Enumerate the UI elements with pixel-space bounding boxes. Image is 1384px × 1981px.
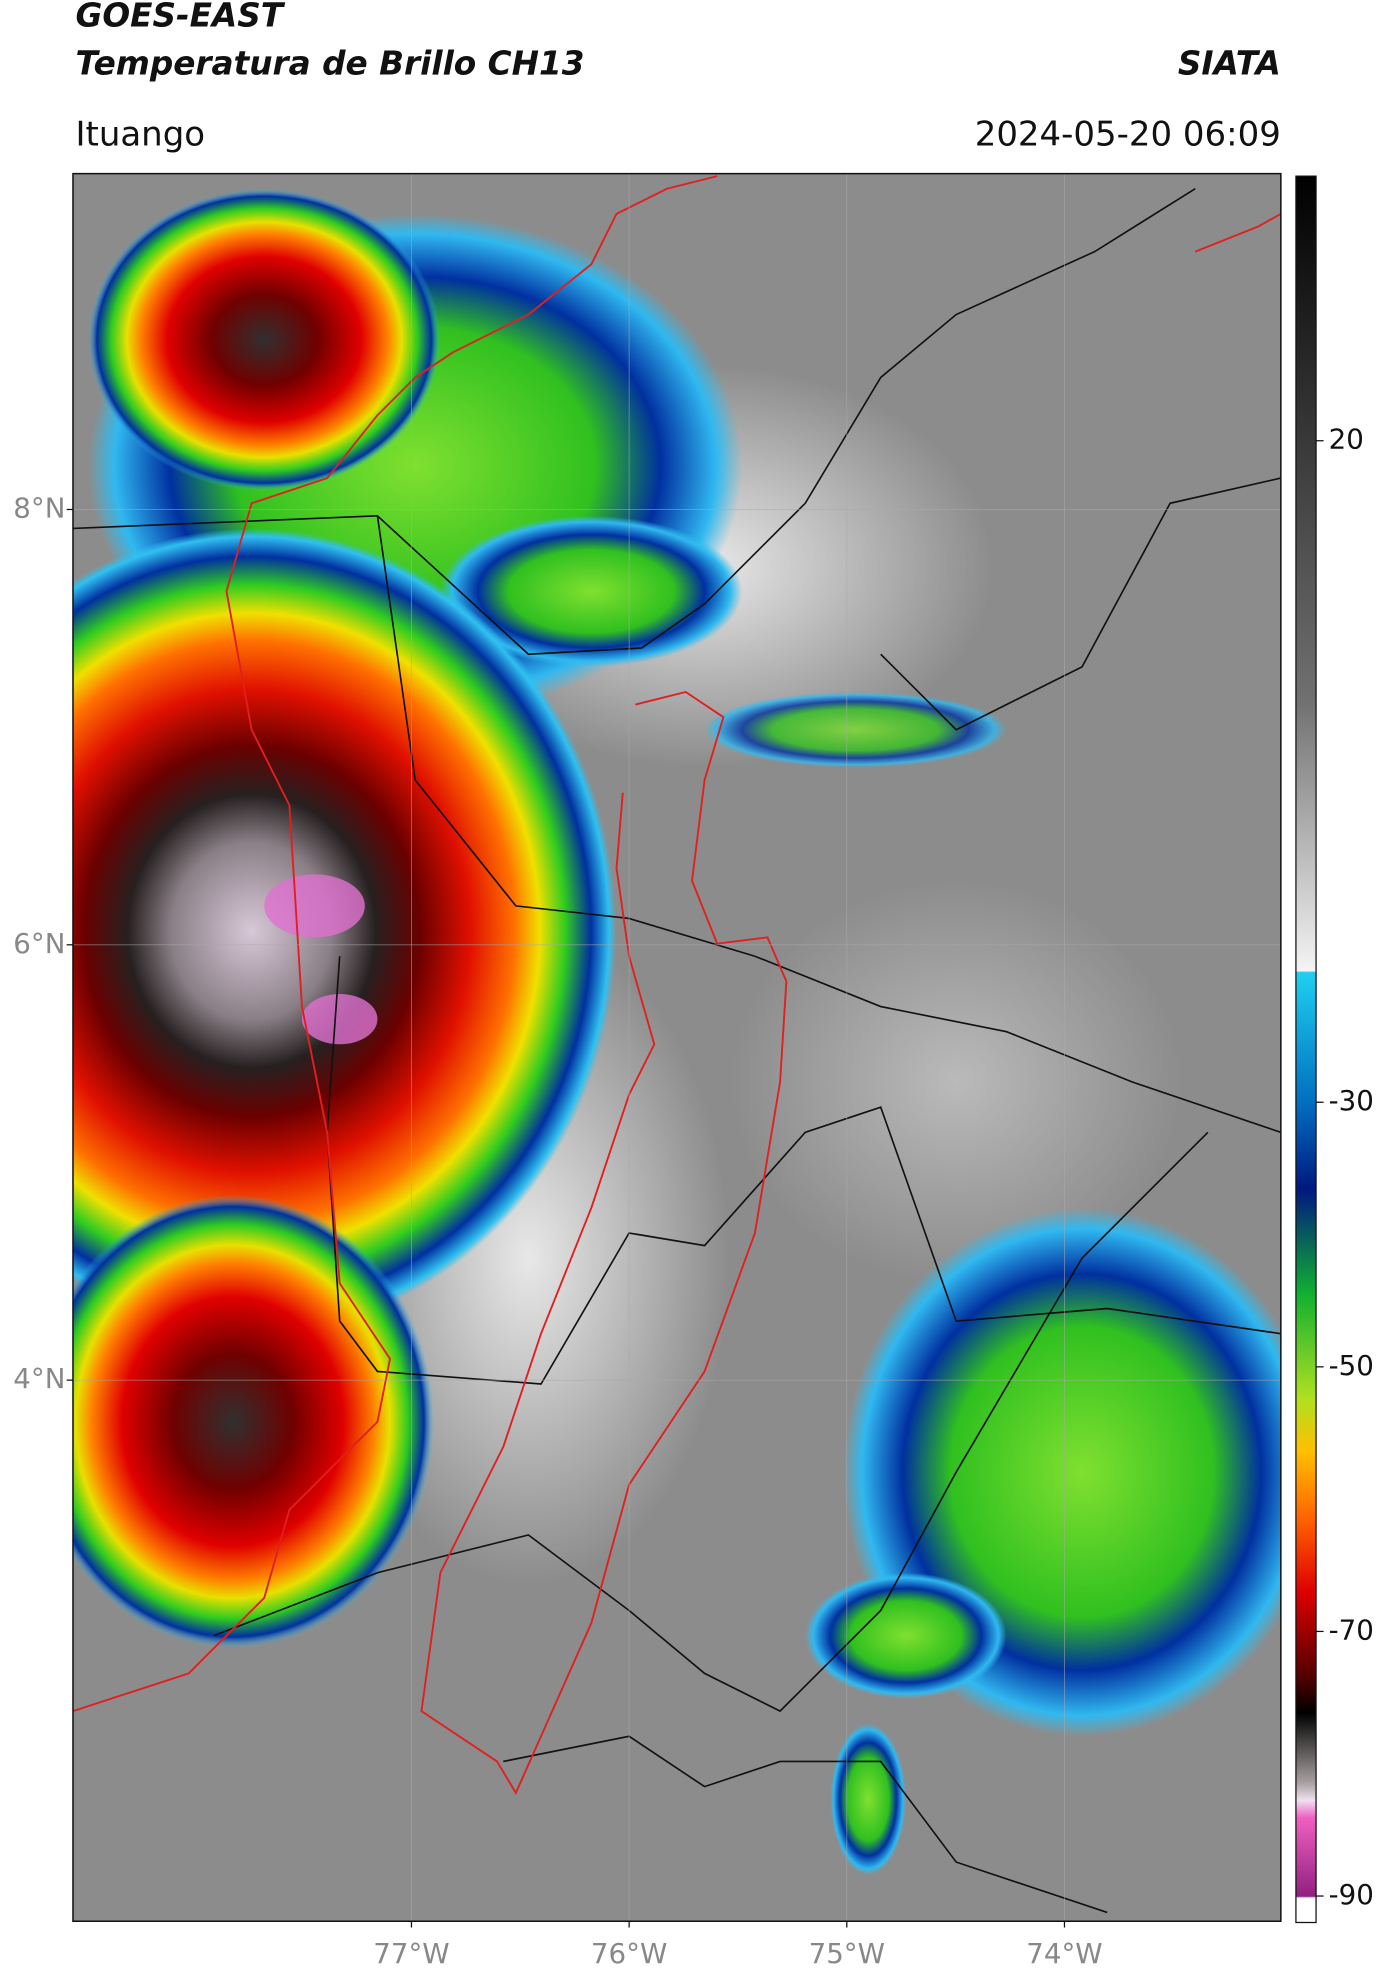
coastline bbox=[1194, 213, 1281, 253]
storm bbox=[830, 1723, 906, 1875]
colorbar-label: -90 bbox=[1329, 1878, 1374, 1911]
lat-label: 8°N bbox=[13, 491, 65, 524]
border bbox=[376, 515, 1281, 1134]
lat-label: 4°N bbox=[13, 1362, 65, 1395]
subtitle: Temperatura de Brillo CH13 bbox=[75, 44, 584, 82]
storm bbox=[440, 515, 743, 667]
source: SIATA bbox=[1178, 44, 1281, 82]
colorbar bbox=[1295, 175, 1317, 1924]
border bbox=[213, 1131, 1209, 1713]
cloud bbox=[729, 880, 1183, 1284]
colorbar-label: -70 bbox=[1329, 1613, 1374, 1646]
storm bbox=[805, 1572, 1007, 1699]
lon-label: 77°W bbox=[373, 1937, 449, 1970]
lon-label: 75°W bbox=[809, 1937, 885, 1970]
lon-label: 76°W bbox=[591, 1937, 667, 1970]
storm bbox=[704, 691, 1007, 768]
map-imagery bbox=[72, 173, 1281, 1922]
colorbar-label: -50 bbox=[1329, 1349, 1374, 1382]
cold-top bbox=[301, 993, 378, 1045]
colorbar-label: 20 bbox=[1329, 423, 1364, 456]
map-frame bbox=[72, 172, 1282, 1922]
cold-top bbox=[264, 874, 365, 938]
location: Ituango bbox=[75, 114, 205, 154]
lat-label: 6°N bbox=[13, 927, 65, 960]
coastline bbox=[72, 175, 718, 1713]
border bbox=[72, 188, 1196, 656]
title: GOES-EAST bbox=[75, 0, 285, 35]
storm bbox=[88, 188, 441, 491]
lon-label: 74°W bbox=[1026, 1937, 1102, 1970]
basin-outline bbox=[420, 690, 788, 1795]
datetime: 2024-05-20 06:09 bbox=[975, 114, 1281, 154]
grid bbox=[72, 173, 1281, 1922]
border bbox=[880, 477, 1281, 731]
colorbar-label: -30 bbox=[1329, 1084, 1374, 1117]
labels: 8°N 6°N 4°N 77°W 76°W 75°W 74°W 20 -30 -50 -70 -90 bbox=[13, 423, 1374, 1970]
border bbox=[326, 956, 1281, 1385]
storm bbox=[72, 1195, 435, 1649]
